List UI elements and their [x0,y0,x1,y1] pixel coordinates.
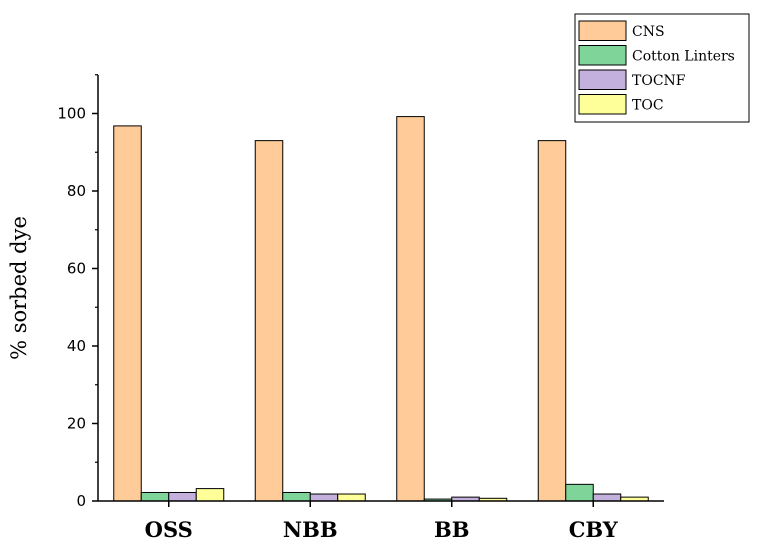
bar-nbb-tocnf [309,493,339,502]
y-tick-label: 80 [67,182,86,200]
y-tick-label: 60 [67,260,86,278]
x-tick-label: CBY [569,517,619,542]
bar-oss-toc [195,488,225,502]
x-tick-label: BB [434,517,470,542]
x-tick-label: NBB [283,517,338,542]
y-tick-label: 20 [67,415,86,433]
legend-swatch [578,20,627,41]
y-tick-label: 40 [67,337,86,355]
bar-cby-cns [537,140,567,502]
bar-nbb-cns [254,140,284,502]
bar-oss-tocnf [168,491,197,502]
bar-oss-cns [113,125,142,502]
legend-label: Cotton Linters [632,49,735,65]
bar-bb-cns [396,116,425,502]
y-tick-label: 100 [57,105,86,123]
x-tick-label: OSS [145,517,193,542]
bar-oss-cotton-linters [140,491,170,502]
x-labels-group: OSS NBB BB CBY [145,501,619,542]
legend: CNS Cotton Linters TOCNF TOC [574,13,750,123]
bars-group [113,116,649,502]
bar-cby-tocnf [592,493,622,502]
y-axis-title: % sorbed dye [7,216,31,360]
bar-nbb-toc [337,493,366,502]
legend-label: TOCNF [632,73,686,89]
legend-label: TOC [632,98,664,114]
legend-swatch [578,94,627,115]
bar-nbb-cotton-linters [282,491,311,502]
axes-group [97,75,664,502]
bar-cby-cotton-linters [565,483,594,502]
y-ticks-group: 0 20 40 60 80 100 [57,74,98,510]
y-tick-label: 0 [76,492,86,510]
legend-swatch [578,69,627,90]
legend-label: CNS [632,24,665,40]
legend-swatch [578,45,627,66]
